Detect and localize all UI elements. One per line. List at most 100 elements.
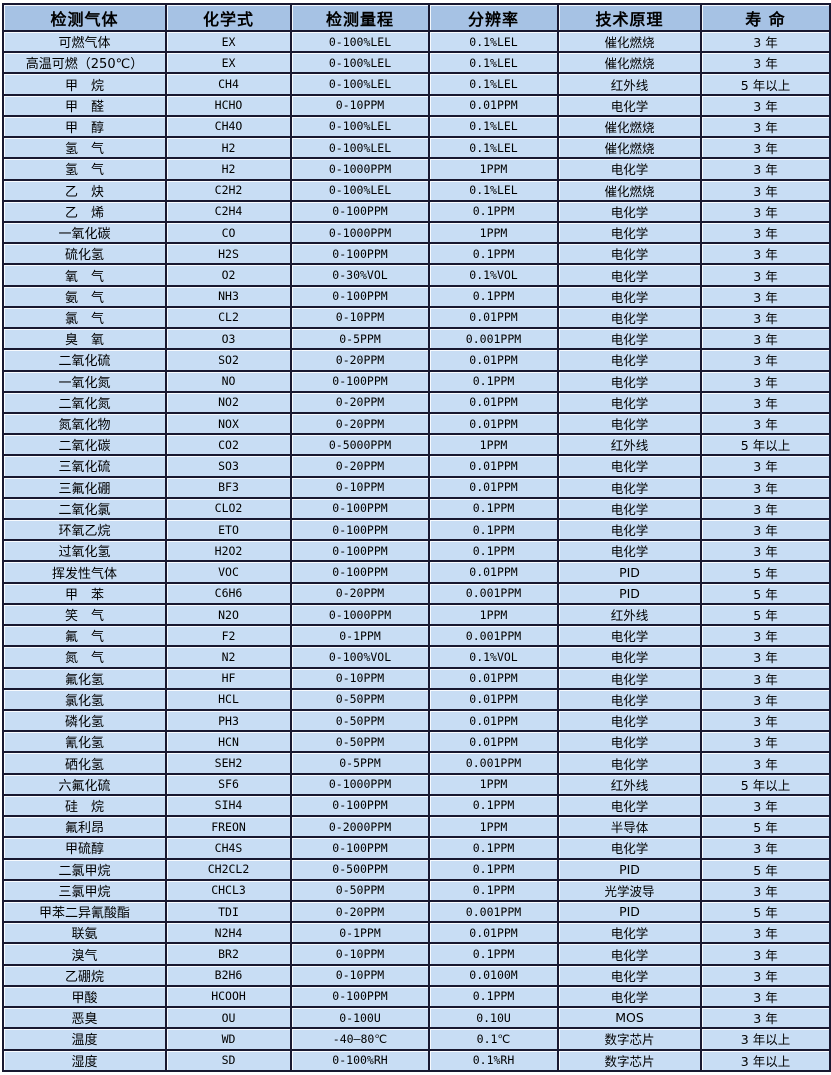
cell-principle: 电化学 [557,496,702,521]
table-row: 高温可燃（250℃） EX 0-100%LEL 0.1%LEL 催化燃烧 3 年 [2,51,831,75]
table-row: 可燃气体 EX 0-100%LEL 0.1%LEL 催化燃烧 3 年 [2,29,831,54]
table-row: 氨 气 NH3 0-100PPM 0.1PPM 电化学 3 年 [2,284,831,308]
cell-resolution: 0.1%LEL [428,136,559,160]
cell-resolution: 0.1%LEL [428,72,559,96]
cell-gas: 二氧化氮 [2,390,167,414]
cell-principle: PID [557,581,702,605]
cell-range: 0-100U [290,1006,430,1030]
cell-gas: 二氯甲烷 [2,857,167,881]
cell-range: 0-100PPM [290,518,430,542]
cell-formula: BR2 [165,942,292,966]
cell-principle: 红外线 [557,602,702,627]
cell-resolution: 0.1%VOL [428,263,559,287]
cell-formula: NH3 [165,284,292,308]
cell-principle: 数字芯片 [557,1027,702,1051]
cell-range: 0-100%VOL [290,645,430,669]
header-gas: 检测气体 [2,3,167,32]
cell-range: 0-2000PPM [290,815,430,839]
cell-lifespan: 3 年 [700,963,831,987]
cell-principle: 电化学 [557,220,702,245]
cell-lifespan: 3 年 [700,263,831,287]
table-row: 温度 WD -40—80℃ 0.1℃ 数字芯片 3 年以上 [2,1027,831,1051]
cell-range: 0-10PPM [290,305,430,330]
cell-lifespan: 3 年 [700,708,831,733]
cell-resolution: 0.01PPM [428,921,559,945]
table-row: 氯 气 CL2 0-10PPM 0.01PPM 电化学 3 年 [2,305,831,330]
cell-range: 0-1000PPM [290,602,430,627]
cell-resolution: 1PPM [428,433,559,457]
gas-spec-table-container: 检测气体 化学式 检测量程 分辨率 技术原理 寿 命 可燃气体 EX 0-100%L… [2,3,831,1072]
table-body: 可燃气体 EX 0-100%LEL 0.1%LEL 催化燃烧 3 年高温可燃（250℃） E… [2,29,831,1072]
table-row: 氢 气 H2 0-100%LEL 0.1%LEL 催化燃烧 3 年 [2,136,831,160]
cell-resolution: 0.1PPM [428,284,559,308]
cell-formula: C6H6 [165,581,292,605]
cell-principle: 电化学 [557,751,702,775]
cell-principle: 电化学 [557,836,702,860]
cell-formula: CHCL3 [165,878,292,902]
cell-formula: O2 [165,263,292,287]
cell-principle: 电化学 [557,369,702,393]
cell-lifespan: 3 年 [700,369,831,393]
table-row: 氮 气 N2 0-100%VOL 0.1%VOL 电化学 3 年 [2,645,831,669]
cell-principle: 电化学 [557,921,702,945]
cell-range: 0-20PPM [290,581,430,605]
cell-gas: 氯 气 [2,305,167,330]
cell-range: 0-100%LEL [290,178,430,202]
cell-principle: 电化学 [557,93,702,117]
cell-gas: 甲酸 [2,984,167,1009]
cell-principle: 电化学 [557,348,702,372]
cell-gas: 甲 苯 [2,581,167,605]
cell-resolution: 0.1PPM [428,539,559,563]
table-row: 三氯甲烷 CHCL3 0-50PPM 0.1PPM 光学波导 3 年 [2,878,831,902]
table-row: 湿度 SD 0-100%RH 0.1%RH 数字芯片 3 年以上 [2,1048,831,1072]
cell-formula: TDI [165,899,292,924]
cell-range: 0-50PPM [290,687,430,712]
cell-range: 0-100PPM [290,984,430,1009]
cell-gas: 磷化氢 [2,708,167,733]
cell-lifespan: 3 年 [700,136,831,160]
cell-lifespan: 3 年以上 [700,1048,831,1072]
cell-range: 0-50PPM [290,878,430,902]
table-row: 二氯甲烷 CH2CL2 0-500PPM 0.1PPM PID 5 年 [2,857,831,881]
table-row: 甲苯二异氰酸酯 TDI 0-20PPM 0.001PPM PID 5 年 [2,899,831,924]
table-row: 氟 气 F2 0-1PPM 0.001PPM 电化学 3 年 [2,624,831,648]
cell-gas: 一氧化氮 [2,369,167,393]
cell-formula: NOX [165,411,292,436]
cell-range: 0-100%RH [290,1048,430,1072]
cell-lifespan: 3 年 [700,942,831,966]
cell-principle: 电化学 [557,411,702,436]
cell-range: 0-5PPM [290,751,430,775]
cell-range: 0-5000PPM [290,433,430,457]
cell-principle: 电化学 [557,305,702,330]
cell-gas: 二氧化硫 [2,348,167,372]
cell-range: 0-100%LEL [290,51,430,75]
cell-lifespan: 3 年以上 [700,1027,831,1051]
cell-lifespan: 3 年 [700,93,831,117]
table-row: 甲 醇 CH4O 0-100%LEL 0.1%LEL 催化燃烧 3 年 [2,114,831,139]
cell-formula: HCL [165,687,292,712]
cell-formula: CH2CL2 [165,857,292,881]
table-row: 磷化氢 PH3 0-50PPM 0.01PPM 电化学 3 年 [2,708,831,733]
cell-gas: 可燃气体 [2,29,167,54]
header-lifespan: 寿 命 [700,3,831,32]
cell-principle: 电化学 [557,390,702,414]
table-row: 环氧乙烷 ETO 0-100PPM 0.1PPM 电化学 3 年 [2,518,831,542]
cell-resolution: 0.01PPM [428,687,559,712]
table-row: 笑 气 N2O 0-1000PPM 1PPM 红外线 5 年 [2,602,831,627]
cell-formula: SIH4 [165,793,292,818]
cell-resolution: 0.01PPM [428,348,559,372]
cell-principle: 电化学 [557,963,702,987]
cell-principle: 电化学 [557,539,702,563]
cell-formula: SEH2 [165,751,292,775]
cell-resolution: 1PPM [428,772,559,796]
cell-formula: SO3 [165,454,292,478]
cell-lifespan: 3 年 [700,157,831,181]
cell-lifespan: 3 年 [700,666,831,690]
cell-formula: N2 [165,645,292,669]
cell-principle: 电化学 [557,666,702,690]
table-row: 联氨 N2H4 0-1PPM 0.01PPM 电化学 3 年 [2,921,831,945]
cell-resolution: 0.001PPM [428,624,559,648]
table-row: 二氧化硫 SO2 0-20PPM 0.01PPM 电化学 3 年 [2,348,831,372]
cell-principle: 电化学 [557,708,702,733]
cell-principle: PID [557,899,702,924]
